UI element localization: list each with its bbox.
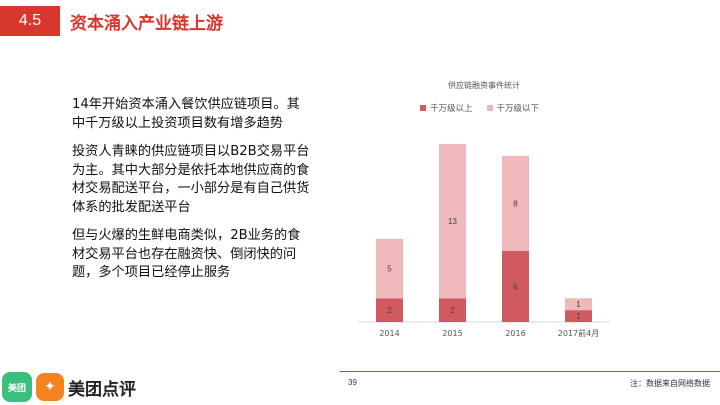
data-label-below-1: 13 [448, 217, 457, 226]
legend-swatch-below [486, 105, 493, 111]
funding-events-chart: 供应链融资事件统计 千万级以上 千万级以下 2 5 2014 2 13 2015 6 8 201… [348, 80, 620, 342]
bar-above-2 [502, 250, 529, 322]
legend-label-below: 千万级以下 [496, 104, 540, 114]
bar-above-3 [565, 310, 592, 322]
x-tick-label-1: 2015 [442, 329, 462, 338]
brand-logo: 美团 ✦ 美团点评 [2, 372, 136, 402]
data-label-above-0: 2 [387, 306, 392, 315]
data-label-below-3: 1 [576, 300, 581, 309]
bar-below-0 [376, 238, 403, 299]
body-text: 14年开始资本涌入餐饮供应链项目。其中千万级以上投资项目数有增多趋势 投资人青睐… [72, 96, 312, 293]
page-title: 资本涌入产业链上游 [70, 14, 223, 34]
paragraph-1: 14年开始资本涌入餐饮供应链项目。其中千万级以上投资项目数有增多趋势 [72, 97, 300, 131]
page-number: 39 [348, 378, 357, 387]
section-number-badge: 4.5 [0, 6, 60, 36]
bar-above-0 [376, 298, 403, 322]
chart-title: 供应链融资事件统计 [448, 81, 520, 90]
bar-above-1 [439, 298, 466, 322]
paragraph-3: 但与火爆的生鲜电商类似，2B业务的食材交易平台也存在融资快、倒闭快的问题，多个项… [72, 228, 301, 280]
brand-name: 美团点评 [68, 379, 136, 400]
meituan-logo-icon: 美团 [2, 372, 32, 402]
data-label-below-0: 5 [387, 265, 392, 274]
data-label-above-2: 6 [513, 282, 518, 291]
dianping-logo-icon: ✦ [36, 373, 64, 401]
chart-legend: 千万级以上 千万级以下 [420, 102, 539, 114]
x-tick-label-2: 2016 [505, 329, 525, 338]
legend-swatch-above [420, 105, 426, 111]
chart-plot: 2 5 2014 2 13 2015 6 8 2016 1 1 2017前4月 [358, 143, 610, 338]
data-label-below-2: 8 [513, 199, 518, 208]
paragraph-2: 投资人青睐的供应链项目以B2B交易平台为主。其中大部分是依托本地供应商的食材交易… [72, 144, 310, 215]
legend-item-above: 千万级以上 [420, 102, 473, 114]
bar-below-2 [502, 155, 529, 251]
legend-label-above: 千万级以上 [430, 104, 473, 114]
footer-divider [340, 371, 720, 372]
x-tick-label-0: 2014 [379, 329, 399, 338]
bar-below-3 [565, 298, 592, 311]
data-label-above-3: 1 [576, 312, 581, 321]
legend-item-below: 千万级以下 [486, 102, 540, 114]
bar-below-1 [439, 143, 466, 299]
title-bar: 4.5 资本涌入产业链上游 [0, 0, 720, 44]
data-label-above-1: 2 [450, 306, 455, 315]
data-source-note: 注：数据来自网络数据 [630, 379, 710, 388]
x-tick-label-3: 2017前4月 [558, 328, 599, 338]
